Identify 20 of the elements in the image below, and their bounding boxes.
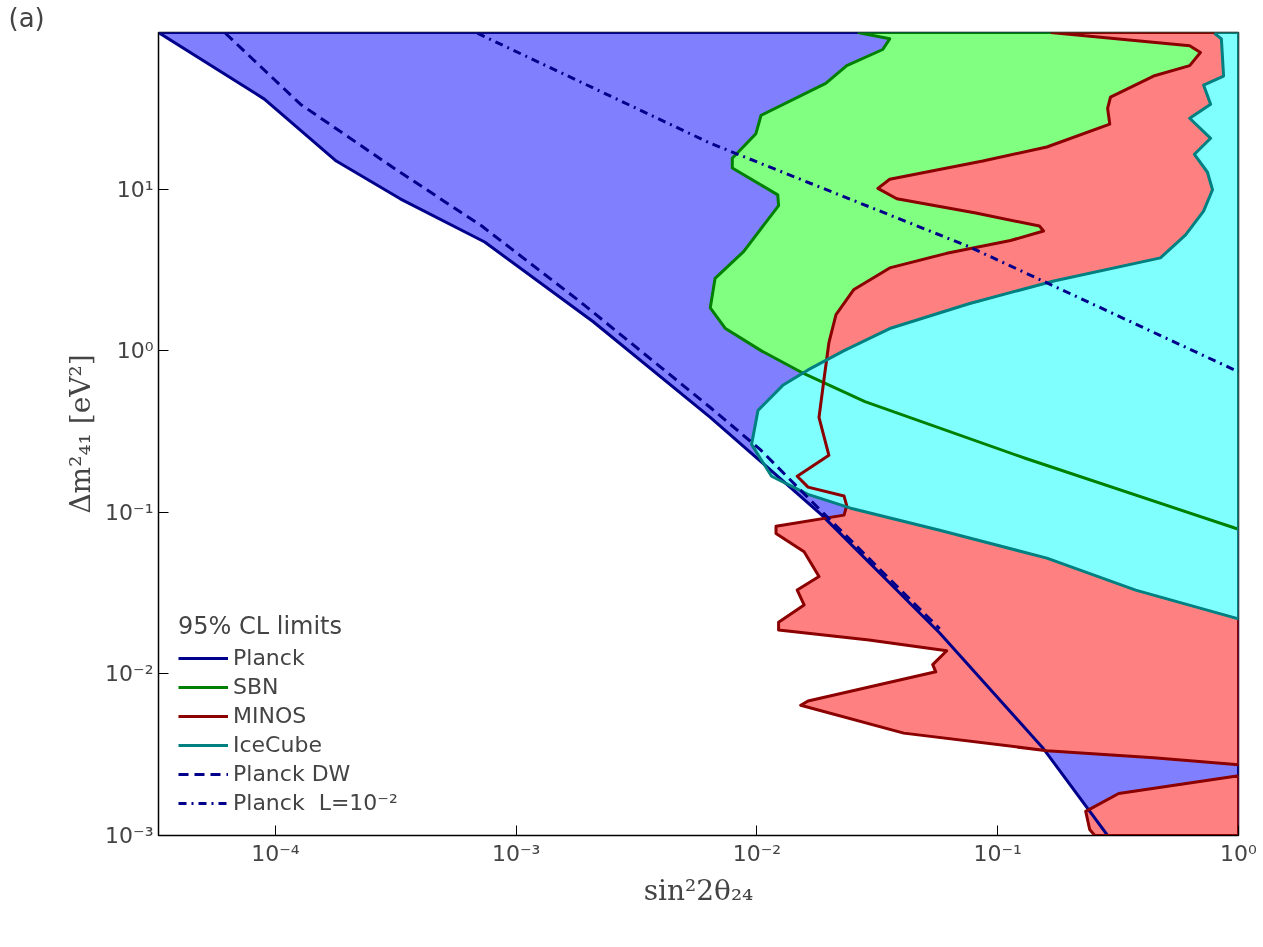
y-tick-label: 10⁰ (116, 338, 154, 364)
y-tick-label: 10⁻³ (105, 823, 154, 848)
x-tick-label: 10⁻³ (491, 840, 541, 866)
y-tick-label: 10⁻² (105, 661, 154, 687)
x-tick-label: 10⁻⁴ (251, 840, 300, 866)
x-tick-label: 10⁰ (1220, 840, 1258, 866)
x-tick-label: 10⁻¹ (973, 840, 1022, 866)
x-tick-label: 10⁻² (732, 840, 782, 866)
legend-title: 95% CL limits (178, 612, 344, 640)
text: (a) (8, 2, 45, 33)
legend-label: Planck L=10⁻² (233, 790, 398, 815)
legend-label: Planck (233, 645, 305, 670)
x-axis-title: sin²2θ₂₄ (643, 873, 754, 907)
legend-label: IceCube (233, 732, 322, 757)
y-tick-label: 10⁻¹ (105, 499, 154, 525)
legend-label: MINOS (233, 703, 307, 728)
legend-label: Planck DW (233, 761, 351, 786)
y-axis-title: Δm²₄₁ [eV²] (64, 354, 98, 514)
y-tick-label: 10¹ (116, 176, 154, 202)
legend-label: SBN (233, 674, 279, 699)
